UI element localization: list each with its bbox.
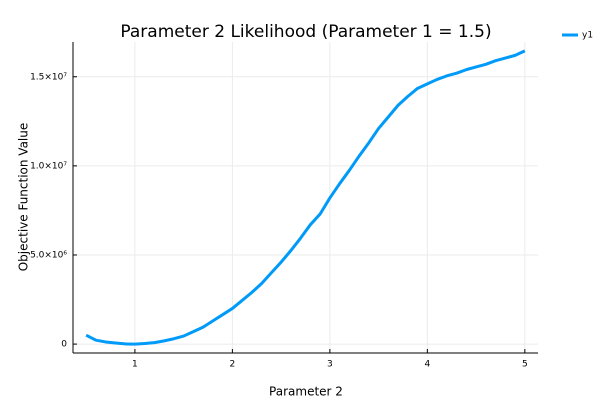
x-tick-label: 3 xyxy=(327,360,333,370)
y-tick-label: 0 xyxy=(61,340,67,350)
y-tick-label: 5.0×10⁶ xyxy=(30,250,67,260)
y-tick-label: 1.5×10⁷ xyxy=(30,72,67,82)
data-line xyxy=(85,49,526,346)
x-tick-label: 4 xyxy=(424,360,430,370)
x-tick-label: 1 xyxy=(132,360,138,370)
x-axis-label: Parameter 2 xyxy=(269,385,343,399)
y-axis-label: Objective Function Value xyxy=(17,123,31,272)
y-tick-label: 1.0×10⁷ xyxy=(30,161,67,171)
chart-title: Parameter 2 Likelihood (Parameter 1 = 1.… xyxy=(120,22,491,42)
legend-label: y1 xyxy=(582,31,593,41)
x-tick-label: 5 xyxy=(522,360,528,370)
x-tick-label: 2 xyxy=(230,360,236,370)
